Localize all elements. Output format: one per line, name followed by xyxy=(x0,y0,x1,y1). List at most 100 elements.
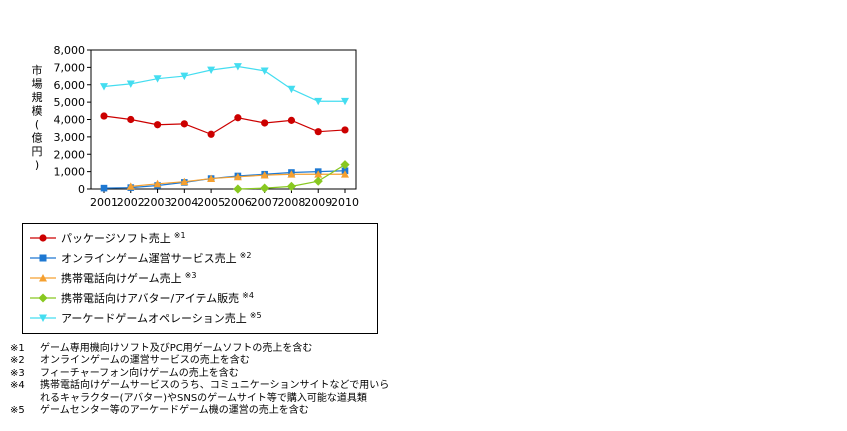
footnote-mark: ※1 xyxy=(10,343,25,354)
data-point xyxy=(234,114,242,122)
data-point xyxy=(100,112,108,120)
footnote: ※5 ゲームセンター等のアーケードゲーム機の運営の売上を含む xyxy=(10,405,389,417)
data-point xyxy=(314,97,323,106)
legend-marker-triangle-up-icon xyxy=(30,274,56,282)
data-point xyxy=(341,126,349,134)
footnote-mark: ※4 xyxy=(10,380,25,392)
legend: パッケージソフト売上 ※1 オンラインゲーム運営サービス売上 ※2 携帯電話向け… xyxy=(22,223,378,334)
footnote-text: フィーチャーフォン向けゲームの売上を含む xyxy=(40,367,239,379)
footnote: ※4 携帯電話向けゲームサービスのうち、コミュニケーションサイトなどで用いら xyxy=(10,380,389,392)
data-point xyxy=(260,183,270,193)
data-point xyxy=(314,128,322,136)
data-point xyxy=(100,83,108,91)
legend-marker-triangle-down-icon xyxy=(30,314,56,322)
y-tick-label: 0 xyxy=(78,183,85,196)
data-point xyxy=(207,66,216,74)
x-tick-label: 2009 xyxy=(304,196,332,209)
legend-item: アーケードゲームオペレーション売上 ※5 xyxy=(29,309,262,327)
footnote-text: 携帯電話向けゲームサービスのうち、コミュニケーションサイトなどで用いら xyxy=(40,380,390,392)
footnote: ※3 フィーチャーフォン向けゲームの売上を含む xyxy=(10,368,389,380)
data-point xyxy=(153,121,162,129)
footnote-text: ゲーム専用機向けソフト及びPC用ゲームソフトの売上を含む xyxy=(40,343,313,354)
footnote: ※1 ゲーム専用機向けソフト及びPC用ゲームソフトの売上を含む xyxy=(10,343,389,355)
legend-note-mark: ※4 xyxy=(242,290,254,300)
x-tick-label: 2004 xyxy=(170,196,198,209)
data-point xyxy=(260,67,269,75)
y-axis-label-char: 場 xyxy=(32,78,43,91)
data-point xyxy=(127,115,135,124)
x-tick-label: 2010 xyxy=(331,196,359,209)
legend-label: アーケードゲームオペレーション売上 xyxy=(61,312,247,325)
legend-item: 携帯電話向けアバター/アイテム販売 ※4 xyxy=(29,289,254,307)
y-axis-label-char: 円 xyxy=(32,145,43,158)
y-tick-label: 8,000 xyxy=(54,44,86,57)
footnote: ※2 オンラインゲームの運営サービスの売上を含む xyxy=(10,355,389,367)
data-point xyxy=(340,160,350,170)
footnote-text: れるキャラクター(アバター)やSNSのゲームサイト等で購入可能な道具類 xyxy=(40,392,367,404)
data-point xyxy=(341,97,349,106)
legend-note-mark: ※3 xyxy=(184,270,197,280)
data-point xyxy=(287,170,296,178)
data-point xyxy=(287,116,296,124)
data-point xyxy=(287,85,296,94)
x-tick-label: 2008 xyxy=(277,196,305,209)
legend-note-mark: ※5 xyxy=(249,310,262,320)
legend-item: パッケージソフト売上 ※1 xyxy=(29,229,186,247)
data-point xyxy=(233,63,242,71)
data-point xyxy=(261,119,269,127)
data-point xyxy=(153,179,162,188)
footnote: れるキャラクター(アバター)やSNSのゲームサイト等で購入可能な道具類 xyxy=(10,393,389,405)
data-point xyxy=(233,184,243,194)
y-tick-label: 4,000 xyxy=(54,114,86,127)
y-axis-label-char: ) xyxy=(35,159,39,172)
y-tick-label: 6,000 xyxy=(54,79,86,92)
data-point xyxy=(341,170,349,178)
legend-marker-circle-icon xyxy=(30,234,56,242)
data-point xyxy=(314,170,323,178)
x-tick-label: 2006 xyxy=(224,196,252,209)
data-point xyxy=(126,80,135,88)
x-tick-label: 2001 xyxy=(90,196,118,209)
y-tick-label: 3,000 xyxy=(54,131,86,144)
footnote-mark: ※3 xyxy=(10,367,25,379)
y-tick-label: 5,000 xyxy=(54,96,86,109)
y-tick-label: 2,000 xyxy=(54,148,86,161)
x-tick-label: 2002 xyxy=(117,196,145,209)
line-chart: 0 1,000 2,000 3,000 4,000 5,000 6,000 7,000 8,00… xyxy=(32,44,360,209)
legend-marker-diamond-icon xyxy=(30,293,56,303)
data-point xyxy=(207,174,216,182)
legend-label: オンラインゲーム運営サービス売上 xyxy=(61,252,237,265)
footnote-text: オンラインゲームの運営サービスの売上を含む xyxy=(40,355,250,367)
legend-item: オンラインゲーム運営サービス売上 ※2 xyxy=(29,249,251,267)
footnote-mark: ※5 xyxy=(10,405,25,417)
legend-item: 携帯電話向けゲーム売上 ※3 xyxy=(29,269,196,287)
legend-marker-square-icon xyxy=(30,254,56,262)
legend-label: 携帯電話向けゲーム売上 xyxy=(61,272,182,285)
data-point xyxy=(126,182,135,190)
series-line xyxy=(103,115,346,135)
y-axis-label-char: 模 xyxy=(32,105,43,118)
legend-note-mark: ※2 xyxy=(239,250,252,260)
y-tick-label: 7,000 xyxy=(54,61,86,74)
data-point xyxy=(153,75,162,83)
x-tick-label: 2005 xyxy=(197,196,225,209)
footnote-mark: ※2 xyxy=(10,355,25,367)
footnote-mark xyxy=(10,393,40,405)
data-point xyxy=(286,181,297,191)
data-point xyxy=(180,120,188,128)
x-tick-label: 2003 xyxy=(144,196,172,209)
y-axis-label-char: 市 xyxy=(32,63,43,77)
series-line xyxy=(103,65,345,102)
y-axis-label-char: 規 xyxy=(32,90,43,104)
data-point xyxy=(260,171,269,179)
legend-note-mark: ※1 xyxy=(173,230,186,240)
data-point xyxy=(233,172,242,181)
x-tick-label: 2007 xyxy=(251,196,279,209)
data-point xyxy=(207,130,215,138)
footnote-text: ゲームセンター等のアーケードゲーム機の運営の売上を含む xyxy=(40,405,309,417)
y-axis-label-char: 億 xyxy=(32,132,43,145)
data-point xyxy=(180,72,189,81)
y-tick-label: 1,000 xyxy=(54,166,86,179)
legend-label: 携帯電話向けアバター/アイテム販売 xyxy=(61,292,240,305)
y-axis-label-char: ( xyxy=(35,118,39,131)
